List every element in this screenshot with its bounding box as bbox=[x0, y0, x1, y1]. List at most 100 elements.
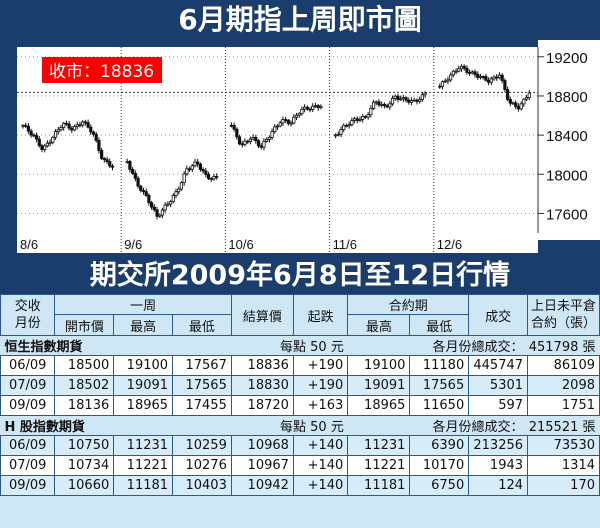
header-settlement: 結算價 bbox=[230, 294, 294, 336]
candle-body bbox=[72, 126, 77, 131]
candle-body bbox=[350, 120, 354, 126]
candle-body bbox=[366, 114, 370, 118]
candle-body bbox=[393, 95, 397, 99]
candle-body bbox=[67, 123, 71, 129]
candle-body bbox=[407, 99, 411, 103]
table-cell: +190 bbox=[292, 375, 349, 396]
candle-body bbox=[97, 140, 101, 151]
candle-body bbox=[171, 195, 175, 202]
table-cell: 86109 bbox=[527, 355, 600, 376]
table-cell: 11180 bbox=[409, 355, 470, 376]
table-cell: 73530 bbox=[527, 435, 600, 456]
candle-body bbox=[511, 102, 515, 105]
header-contract-period: 合約期 bbox=[347, 294, 470, 315]
quotes-table-wrap: 交收 月份 一周 結算價 起跌 合約期 成交 上日未平倉 合約（張） 開市價 最… bbox=[0, 294, 600, 528]
candle-body bbox=[160, 209, 165, 216]
candle-body bbox=[251, 137, 255, 140]
candle-body bbox=[516, 106, 521, 110]
candle-body bbox=[51, 136, 55, 143]
candle-body bbox=[166, 203, 170, 206]
candle-body bbox=[139, 185, 143, 191]
candle-body bbox=[495, 76, 499, 79]
candlestick-chart: 17600 18000 18400 18800 19200 8/6 9/6 10/6 11/6 1… bbox=[17, 40, 600, 253]
candle-body bbox=[440, 81, 445, 87]
candle-body bbox=[484, 76, 488, 81]
candle-body bbox=[177, 188, 181, 193]
candle-body bbox=[187, 168, 192, 171]
table-cell: +140 bbox=[292, 455, 349, 476]
candle-body bbox=[377, 101, 381, 106]
y-tick-label: 18000 bbox=[546, 167, 588, 184]
table-cell: 17565 bbox=[409, 375, 470, 396]
table-cell: +163 bbox=[292, 395, 349, 416]
candle-body bbox=[380, 103, 384, 106]
table-cell: 11231 bbox=[113, 435, 174, 456]
candle-body bbox=[289, 122, 293, 125]
table-cell: 18836 bbox=[230, 355, 294, 376]
table-cell: 18500 bbox=[54, 355, 115, 376]
candle-body bbox=[243, 140, 247, 145]
candle-body bbox=[105, 159, 109, 162]
candle-body bbox=[459, 65, 464, 70]
candle-body bbox=[150, 202, 154, 208]
header-contract-month: 交收 月份 bbox=[0, 294, 56, 336]
candle-body bbox=[198, 163, 203, 170]
header-high: 最高 bbox=[113, 314, 174, 336]
candle-body bbox=[185, 168, 189, 175]
table-cell: 06/09 bbox=[0, 435, 56, 456]
candle-body bbox=[78, 124, 82, 127]
candle-body bbox=[278, 122, 282, 127]
candle-body bbox=[136, 177, 140, 187]
candle-body bbox=[457, 68, 461, 72]
chart-title: 6月期指上周即市圖 bbox=[0, 0, 600, 40]
candle-body bbox=[215, 176, 219, 178]
candle-body bbox=[492, 76, 496, 80]
quotes-table: 交收 月份 一周 結算價 起跌 合約期 成交 上日未平倉 合約（張） 開市價 最… bbox=[0, 294, 600, 496]
candle-body bbox=[275, 125, 280, 128]
candle-body bbox=[110, 165, 115, 168]
candle-body bbox=[418, 99, 422, 102]
table-cell: 170 bbox=[527, 475, 600, 496]
candle-body bbox=[342, 124, 346, 130]
candle-body bbox=[347, 124, 351, 127]
table-cell: 10403 bbox=[172, 475, 232, 496]
section-total-value: 215521 張 bbox=[527, 415, 600, 436]
candle-body bbox=[267, 136, 271, 140]
candle-body bbox=[144, 191, 148, 196]
candle-body bbox=[333, 134, 338, 137]
candle-body bbox=[108, 161, 112, 167]
candle-body bbox=[382, 103, 387, 107]
candle-body bbox=[48, 141, 52, 144]
candle-body bbox=[125, 161, 129, 163]
x-tick-label: 10/6 bbox=[228, 237, 253, 252]
table-cell: 213256 bbox=[468, 435, 529, 456]
table-cell: 19091 bbox=[113, 375, 174, 396]
table-cell: 10942 bbox=[230, 475, 294, 496]
candle-body bbox=[352, 118, 357, 121]
candle-body bbox=[505, 89, 510, 100]
y-tick-label: 18400 bbox=[546, 128, 588, 145]
candle-body bbox=[311, 105, 315, 110]
candle-body bbox=[193, 161, 197, 167]
table-cell: 18830 bbox=[230, 375, 294, 396]
table-cell: 17565 bbox=[172, 375, 232, 396]
table-cell: 18502 bbox=[54, 375, 115, 396]
candle-body bbox=[128, 161, 132, 170]
candle-body bbox=[489, 78, 493, 83]
table-cell: 18720 bbox=[230, 395, 294, 416]
candle-body bbox=[262, 140, 266, 148]
table-cell: 10750 bbox=[54, 435, 115, 456]
table-cell: 11181 bbox=[113, 475, 174, 496]
candle-body bbox=[56, 129, 60, 132]
candle-body bbox=[514, 102, 518, 107]
section-total-label: 各月份總成交： bbox=[347, 335, 528, 356]
candle-body bbox=[43, 145, 47, 150]
candle-body bbox=[81, 121, 85, 126]
table-cell: 6390 bbox=[409, 435, 470, 456]
candle-body bbox=[497, 74, 502, 79]
candle-body bbox=[305, 106, 309, 110]
candle-body bbox=[344, 124, 349, 127]
candle-body bbox=[94, 133, 98, 141]
y-tick-label: 17600 bbox=[546, 206, 588, 223]
candle-body bbox=[519, 103, 523, 110]
